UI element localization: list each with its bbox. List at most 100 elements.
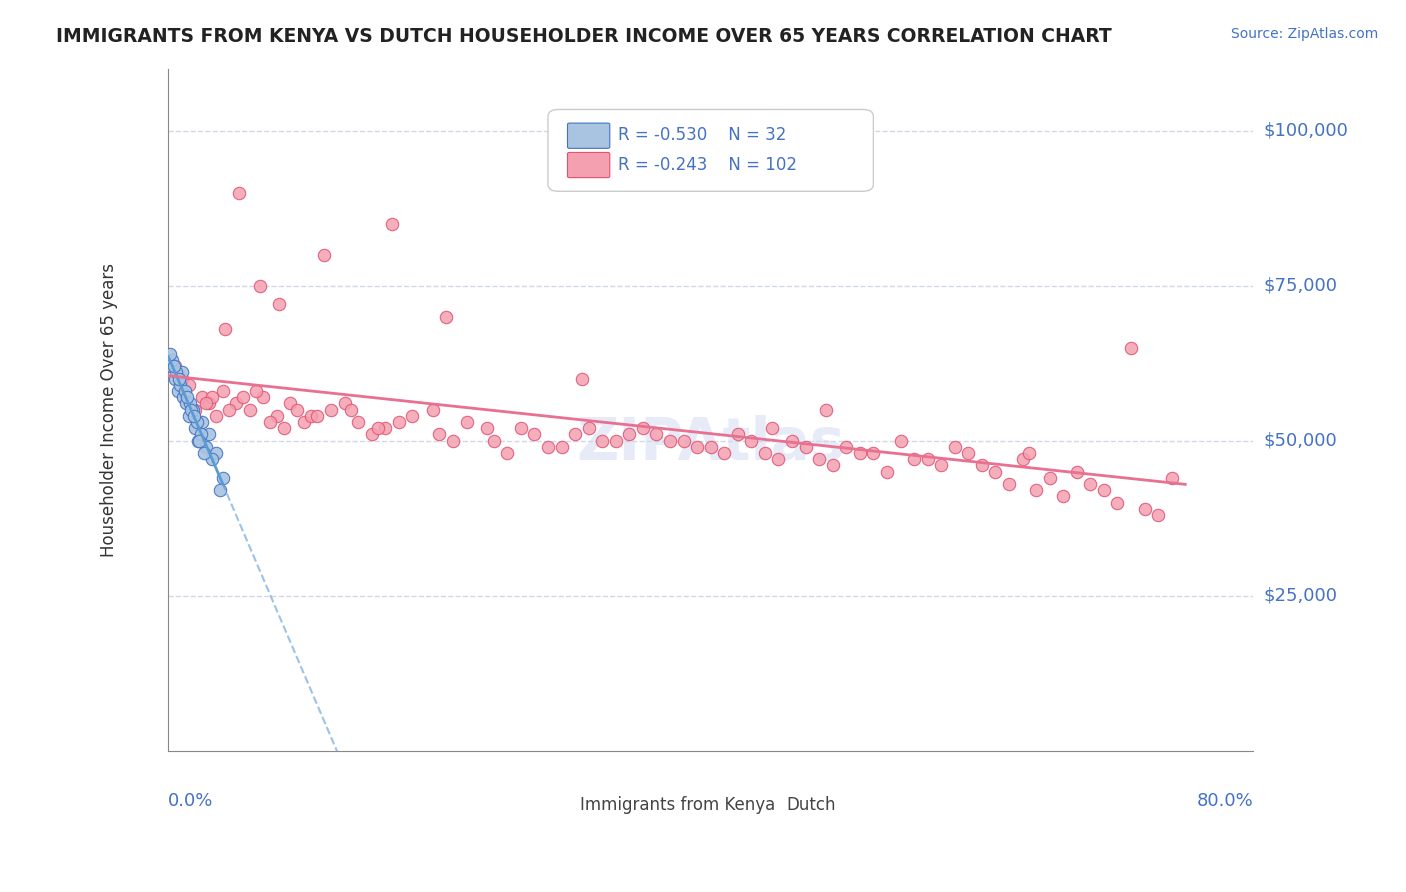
Point [218, 402, 240, 417]
Point [347, 415, 370, 429]
Point [713, 446, 735, 460]
Point [193, 446, 215, 460]
Point [388, 415, 411, 429]
Point [208, 483, 231, 498]
Point [876, 465, 898, 479]
Point [292, 415, 315, 429]
Point [727, 427, 749, 442]
FancyBboxPatch shape [568, 153, 610, 178]
Point [228, 186, 250, 200]
Text: IMMIGRANTS FROM KENYA VS DUTCH HOUSEHOLDER INCOME OVER 65 YEARS CORRELATION CHAR: IMMIGRANTS FROM KENYA VS DUTCH HOUSEHOLD… [56, 27, 1112, 45]
Point [1039, 471, 1062, 485]
Point [475, 421, 498, 435]
Point [225, 396, 247, 410]
Text: 0.0%: 0.0% [169, 791, 214, 810]
Point [232, 390, 254, 404]
Point [195, 440, 218, 454]
Point [889, 434, 911, 448]
Point [1092, 483, 1115, 498]
Point [422, 402, 444, 417]
Point [862, 446, 884, 460]
Text: R = -0.243    N = 102: R = -0.243 N = 102 [619, 156, 797, 174]
Point [162, 353, 184, 368]
Point [191, 415, 214, 429]
Text: ZIPAtlas: ZIPAtlas [576, 415, 845, 472]
Point [211, 384, 233, 398]
Point [619, 427, 641, 442]
Point [191, 390, 214, 404]
Point [201, 390, 224, 404]
Point [269, 297, 291, 311]
Point [429, 427, 451, 442]
Text: Source: ZipAtlas.com: Source: ZipAtlas.com [1230, 27, 1378, 41]
Point [165, 371, 187, 385]
Point [273, 421, 295, 435]
Point [177, 409, 200, 423]
Point [367, 421, 389, 435]
Point [523, 427, 546, 442]
Point [1160, 471, 1182, 485]
Point [285, 402, 308, 417]
Point [434, 310, 457, 324]
Point [849, 446, 872, 460]
Point [159, 347, 181, 361]
Point [998, 477, 1021, 491]
Text: $25,000: $25,000 [1264, 587, 1339, 605]
Point [360, 427, 382, 442]
Point [970, 458, 993, 473]
Point [917, 452, 939, 467]
Point [1119, 341, 1142, 355]
Point [214, 322, 236, 336]
Point [740, 434, 762, 448]
Point [169, 377, 191, 392]
Point [1078, 477, 1101, 491]
Point [177, 377, 200, 392]
Point [496, 446, 519, 460]
Point [1018, 446, 1040, 460]
Point [266, 409, 288, 423]
Point [307, 409, 329, 423]
Point [768, 452, 790, 467]
Point [165, 359, 187, 373]
Point [249, 278, 271, 293]
Point [173, 384, 195, 398]
Point [578, 421, 600, 435]
Point [631, 421, 654, 435]
Point [537, 440, 560, 454]
Text: 80.0%: 80.0% [1197, 791, 1253, 810]
Point [167, 371, 190, 385]
Point [198, 427, 221, 442]
Text: $75,000: $75,000 [1264, 277, 1339, 294]
Point [163, 359, 186, 373]
Point [170, 365, 193, 379]
Point [441, 434, 464, 448]
Point [176, 390, 198, 404]
Point [204, 409, 226, 423]
FancyBboxPatch shape [568, 123, 610, 148]
Point [591, 434, 613, 448]
Point [381, 217, 404, 231]
Text: $50,000: $50,000 [1264, 432, 1337, 450]
Text: R = -0.530    N = 32: R = -0.530 N = 32 [619, 127, 787, 145]
Point [184, 421, 207, 435]
Point [198, 396, 221, 410]
Point [172, 390, 194, 404]
Point [181, 402, 204, 417]
Point [187, 434, 209, 448]
Point [1107, 495, 1129, 509]
Point [957, 446, 980, 460]
Point [1066, 465, 1088, 479]
Point [278, 396, 301, 410]
Point [1133, 501, 1156, 516]
FancyBboxPatch shape [730, 794, 772, 819]
Point [314, 247, 336, 261]
Text: Immigrants from Kenya: Immigrants from Kenya [581, 797, 776, 814]
Text: $100,000: $100,000 [1264, 121, 1348, 139]
Point [821, 458, 844, 473]
Point [686, 440, 709, 454]
Point [204, 446, 226, 460]
Point [1025, 483, 1047, 498]
Point [984, 465, 1007, 479]
Point [160, 359, 183, 373]
Point [814, 402, 837, 417]
